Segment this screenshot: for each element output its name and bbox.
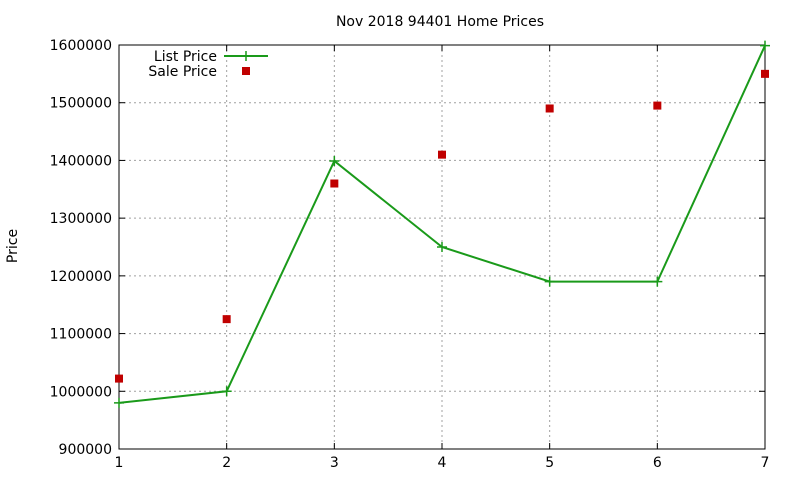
legend-marker-list-price xyxy=(241,51,251,61)
x-tick-label: 3 xyxy=(330,455,339,471)
list-price-point xyxy=(437,242,447,252)
sale-price-point xyxy=(222,315,231,324)
legend: List Price Sale Price xyxy=(148,49,268,80)
x-tick-label: 1 xyxy=(115,455,124,471)
x-tick-label: 4 xyxy=(438,455,447,471)
sale-price-point xyxy=(761,69,769,78)
y-tick-label: 900000 xyxy=(59,442,112,458)
sale-price-point xyxy=(545,104,554,113)
y-tick-label: 1000000 xyxy=(50,384,112,400)
sale-price-point xyxy=(653,101,662,110)
y-tick-label: 1100000 xyxy=(50,327,112,343)
list-price-point xyxy=(329,156,340,167)
list-price-point xyxy=(652,276,663,287)
list-price-point xyxy=(760,40,770,51)
list-price-line xyxy=(118,45,766,404)
y-axis-label: Price xyxy=(5,229,21,263)
y-tick-label: 1600000 xyxy=(50,38,112,54)
legend-marker-sale-price xyxy=(242,67,250,75)
x-tick-label: 5 xyxy=(545,455,554,471)
legend-label-sale-price: Sale Price xyxy=(148,64,217,80)
y-tick-label: 1500000 xyxy=(50,96,112,112)
x-tick-label: 2 xyxy=(222,455,231,471)
sale-price-point xyxy=(115,374,123,383)
sale-price-point xyxy=(438,150,446,159)
list-price-point xyxy=(544,276,555,287)
y-tick-label: 1200000 xyxy=(50,269,112,285)
list-price-point xyxy=(221,386,232,397)
y-tick-label: 1400000 xyxy=(50,153,112,169)
x-tick-label: 6 xyxy=(653,455,662,471)
legend-label-list-price: List Price xyxy=(154,49,217,65)
series-layer xyxy=(114,40,770,408)
sale-price-point xyxy=(330,179,339,188)
tick-labels: 900000 1000000 1100000 1200000 1300000 140000… xyxy=(50,38,770,471)
plot-frame xyxy=(118,44,766,450)
x-tick-label: 7 xyxy=(761,455,770,471)
list-price-point xyxy=(114,397,124,408)
chart-title: Nov 2018 94401 Home Prices xyxy=(336,14,544,30)
y-tick-label: 1300000 xyxy=(50,211,112,227)
